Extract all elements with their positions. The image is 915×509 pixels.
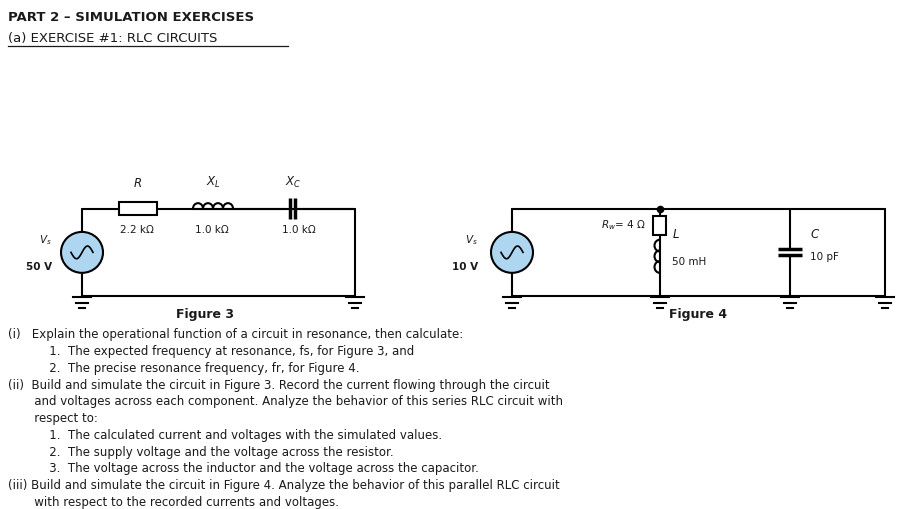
Text: Figure 3: Figure 3 <box>176 307 234 321</box>
Text: 1.  The expected frequency at resonance, fs, for Figure 3, and: 1. The expected frequency at resonance, … <box>8 345 414 358</box>
Text: PART 2 – SIMULATION EXERCISES: PART 2 – SIMULATION EXERCISES <box>8 11 254 24</box>
Text: 2.2 kΩ: 2.2 kΩ <box>120 225 154 235</box>
Circle shape <box>61 232 103 273</box>
Text: $V_s$: $V_s$ <box>39 233 52 247</box>
Text: 1.  The calculated current and voltages with the simulated values.: 1. The calculated current and voltages w… <box>8 429 442 442</box>
Text: 2.  The precise resonance frequency, fr, for Figure 4.: 2. The precise resonance frequency, fr, … <box>8 362 360 375</box>
Text: $L$: $L$ <box>672 229 680 241</box>
Text: Figure 4: Figure 4 <box>670 307 727 321</box>
Text: 1.0 kΩ: 1.0 kΩ <box>195 225 229 235</box>
Text: 50 mH: 50 mH <box>672 257 706 267</box>
Text: respect to:: respect to: <box>8 412 98 425</box>
Text: $R_w$= 4 $\Omega$: $R_w$= 4 $\Omega$ <box>601 219 646 233</box>
Text: (a) EXERCISE #1: RLC CIRCUITS: (a) EXERCISE #1: RLC CIRCUITS <box>8 32 218 45</box>
Bar <box>119 202 157 215</box>
Circle shape <box>491 232 533 273</box>
Text: (ii)  Build and simulate the circuit in Figure 3. Record the current flowing thr: (ii) Build and simulate the circuit in F… <box>8 379 550 391</box>
Bar <box>653 216 666 235</box>
Text: 1.0 kΩ: 1.0 kΩ <box>282 225 316 235</box>
Text: 10 V: 10 V <box>452 262 478 272</box>
Text: $C$: $C$ <box>810 229 820 241</box>
Text: 2.  The supply voltage and the voltage across the resistor.: 2. The supply voltage and the voltage ac… <box>8 446 393 459</box>
Text: $X_L$: $X_L$ <box>206 175 221 190</box>
Text: $X_C$: $X_C$ <box>285 175 301 190</box>
Text: (i)   Explain the operational function of a circuit in resonance, then calculate: (i) Explain the operational function of … <box>8 328 463 342</box>
Text: 10 pF: 10 pF <box>810 252 839 262</box>
Text: (iii) Build and simulate the circuit in Figure 4. Analyze the behavior of this p: (iii) Build and simulate the circuit in … <box>8 479 560 492</box>
Text: 50 V: 50 V <box>26 262 52 272</box>
Text: with respect to the recorded currents and voltages.: with respect to the recorded currents an… <box>8 496 339 509</box>
Text: and voltages across each component. Analyze the behavior of this series RLC circ: and voltages across each component. Anal… <box>8 395 563 408</box>
Text: $V_s$: $V_s$ <box>466 233 478 247</box>
Text: 3.  The voltage across the inductor and the voltage across the capacitor.: 3. The voltage across the inductor and t… <box>8 463 479 475</box>
Text: R: R <box>134 177 142 190</box>
